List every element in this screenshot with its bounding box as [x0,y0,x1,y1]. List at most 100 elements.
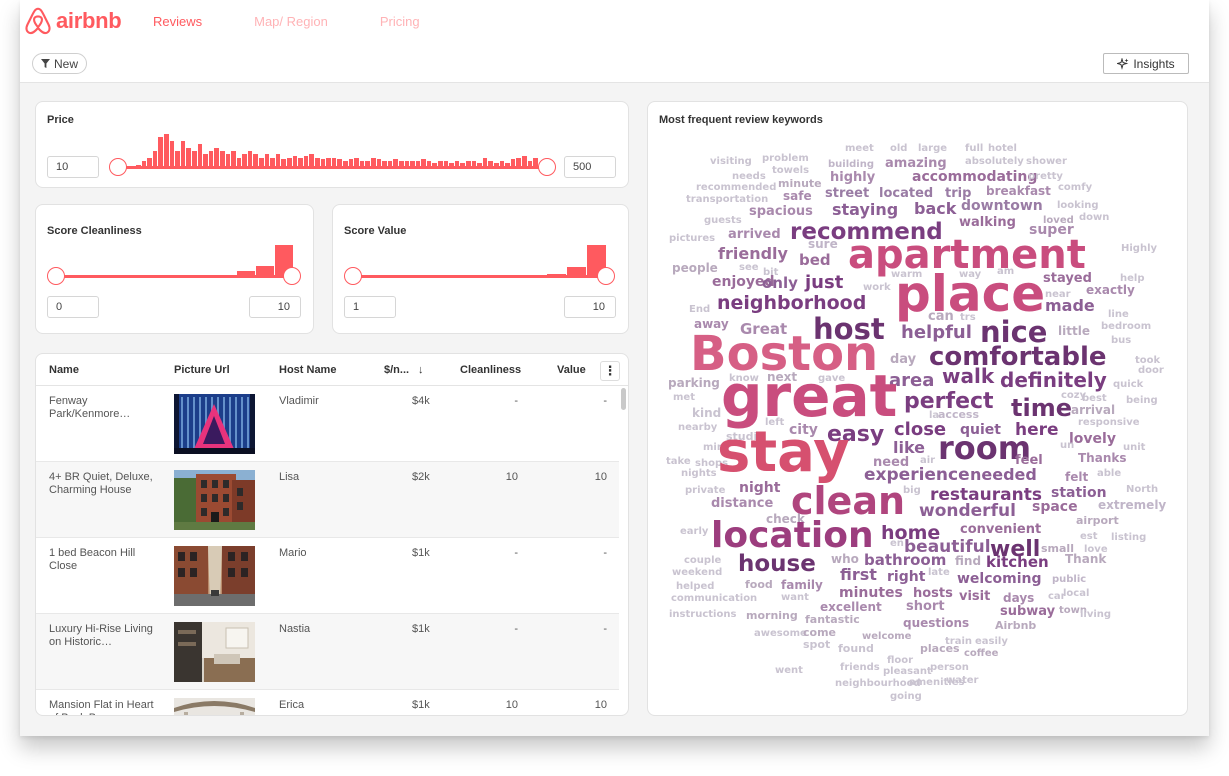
column-header-cleanliness[interactable]: Cleanliness [460,364,522,376]
column-header-value[interactable]: Value [557,364,586,376]
wordcloud-word[interactable]: check [766,512,806,526]
wordcloud-word[interactable]: comfortable [929,342,1107,372]
wordcloud-word[interactable]: en [890,538,904,549]
wordcloud-word[interactable]: min [703,442,724,453]
wordcloud-word[interactable]: see [739,262,759,273]
sort-arrow-icon[interactable]: ↓ [418,364,424,376]
wordcloud-word[interactable]: day [890,352,917,367]
wordcloud-word[interactable]: trs [960,312,976,323]
wordcloud-word[interactable]: recommend [790,219,943,245]
wordcloud-word[interactable]: amenities [909,677,964,688]
wordcloud-word[interactable]: left [765,417,785,428]
wordcloud-word[interactable]: Thank [1065,552,1107,566]
wordcloud-word[interactable]: coffee [964,648,999,659]
wordcloud-word[interactable]: highly [830,170,876,185]
wordcloud-word[interactable]: away [694,317,729,331]
wordcloud-word[interactable]: Airbnb [995,619,1036,632]
wordcloud-word[interactable]: recommended [696,182,776,193]
wordcloud-word[interactable]: feel [1015,453,1043,468]
wordcloud-word[interactable]: subway [1000,604,1056,619]
wordcloud-word[interactable]: easily [975,636,1008,647]
wordcloud-word[interactable]: line [1108,309,1129,320]
wordcloud-word[interactable]: pictures [669,233,715,244]
wordcloud-word[interactable]: visit [959,589,990,604]
price-min-input[interactable]: 10 [47,156,99,178]
wordcloud-word[interactable]: warm [891,269,922,280]
wordcloud-word[interactable]: room [938,429,1031,467]
wordcloud-word[interactable]: felt [1065,470,1088,484]
wordcloud-word[interactable]: definitely [1000,368,1107,392]
wordcloud-word[interactable]: studio [726,430,765,443]
price-slider-min-handle[interactable] [109,158,127,176]
wordcloud-word[interactable]: clean [791,479,905,523]
wordcloud-word[interactable]: want [781,592,809,603]
wordcloud-word[interactable]: station [1051,485,1107,501]
wordcloud-word[interactable]: went [775,665,803,676]
wordcloud-word[interactable]: questions [903,616,969,630]
wordcloud-word[interactable]: nights [681,468,717,479]
wordcloud-word[interactable]: friendly [718,244,789,263]
value-slider-track[interactable] [361,275,607,278]
table-scrollbar[interactable] [621,388,626,410]
wordcloud-word[interactable]: great [721,362,897,430]
wordcloud-word[interactable]: building [828,159,874,170]
wordcloud-word[interactable]: am [997,266,1014,277]
wordcloud-word[interactable]: near [1045,289,1071,300]
wordcloud-word[interactable]: cozy [1061,390,1087,401]
wordcloud-word[interactable]: est [1080,531,1098,542]
wordcloud-word[interactable]: unit [1123,442,1146,453]
wordcloud-word[interactable]: breakfast [986,184,1051,198]
wordcloud-word[interactable]: Boston [690,326,878,382]
wordcloud-word[interactable]: place [895,265,1045,323]
wordcloud-word[interactable]: city [789,422,818,438]
wordcloud-word[interactable]: awesome [754,628,807,639]
wordcloud-word[interactable]: towels [772,165,809,176]
wordcloud-word[interactable]: night [739,480,781,496]
wordcloud-word[interactable]: accommodating [912,169,1037,185]
wordcloud-word[interactable]: walking [959,215,1016,230]
wordcloud-word[interactable]: bed [799,251,831,269]
wordcloud-word[interactable]: location [711,515,874,556]
wordcloud-word[interactable]: private [685,485,726,496]
table-row[interactable]: 4+ BR Quiet, Deluxe, Charming House [36,462,619,538]
insights-button[interactable]: Insights [1103,53,1189,74]
wordcloud-word[interactable]: looking [1057,200,1099,211]
wordcloud-word[interactable]: area [889,370,934,391]
wordcloud-word[interactable]: way [959,269,982,280]
wordcloud-word[interactable]: fantastic [805,613,860,626]
cleanliness-slider-track[interactable] [64,275,294,278]
wordcloud-word[interactable]: early [680,526,709,537]
wordcloud-word[interactable]: arrival [1071,403,1115,417]
wordcloud-word[interactable]: only [762,274,798,292]
wordcloud-word[interactable]: small [1041,542,1074,555]
wordcloud-word[interactable]: kind [692,406,721,420]
wordcloud-word[interactable]: lovely [1069,431,1116,447]
wordcloud-word[interactable]: quiet [960,422,1001,438]
tab-reviews[interactable]: Reviews [153,14,203,29]
wordcloud-word[interactable]: made [1045,296,1095,315]
wordcloud-word[interactable]: family [781,578,823,592]
wordcloud-word[interactable]: needed [970,465,1037,484]
wordcloud-word[interactable]: spot [803,638,830,651]
wordcloud-word[interactable]: know [729,373,759,384]
wordcloud-word[interactable]: full [965,143,983,154]
wordcloud-word[interactable]: town [1059,605,1087,616]
wordcloud-word[interactable]: trip [945,186,971,201]
wordcloud-word[interactable]: helpful [901,322,972,343]
wordcloud-word[interactable]: bit [763,267,779,278]
wordcloud-word[interactable]: bus [1111,335,1131,346]
wordcloud-word[interactable]: welcoming [957,571,1042,587]
value-slider-max-handle[interactable] [597,267,615,285]
wordcloud-word[interactable]: amazing [885,156,947,171]
wordcloud-word[interactable]: excellent [820,600,882,614]
wordcloud-word[interactable]: floor [887,655,913,666]
wordcloud-word[interactable]: distance [711,496,773,511]
wordcloud-word[interactable]: pretty [1028,171,1063,182]
listing-photo-neon[interactable] [174,394,255,454]
cleanliness-max-input[interactable]: 10 [249,296,301,318]
wordcloud-word[interactable]: host [813,312,885,346]
wordcloud-word[interactable]: kitchen [986,553,1049,571]
wordcloud-word[interactable]: nice [980,315,1047,349]
wordcloud-word[interactable]: public [1052,574,1086,585]
wordcloud-word[interactable]: access [938,408,979,421]
